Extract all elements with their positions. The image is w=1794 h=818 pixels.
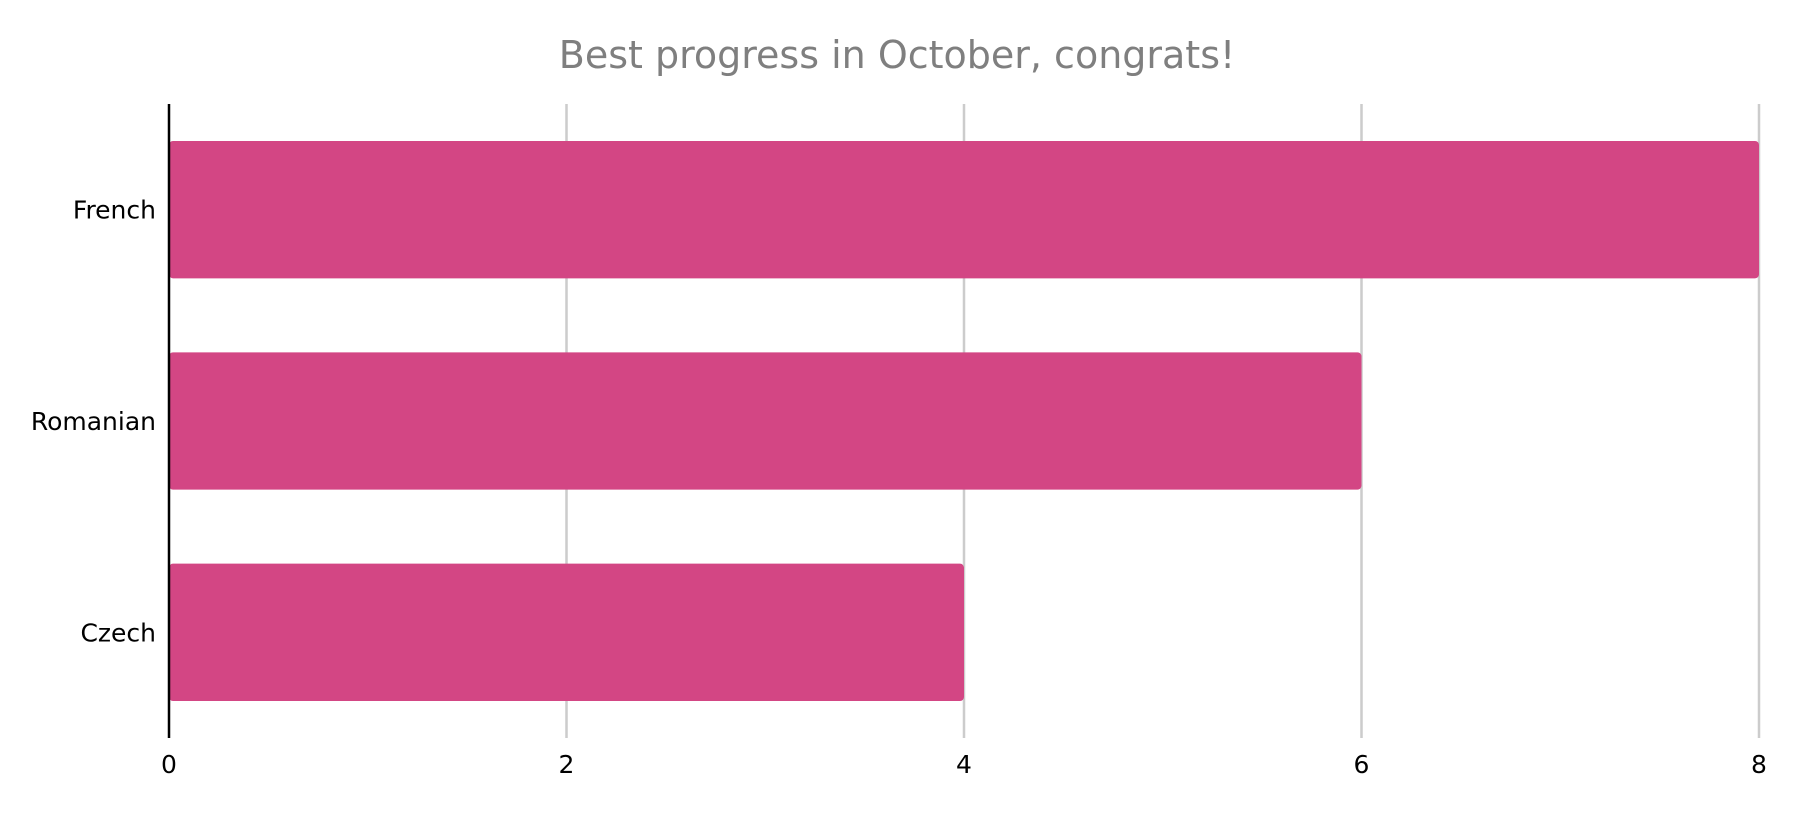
x-tick-label: 2 [559,750,575,779]
labels: French Romanian Czech 0 2 4 6 8 [31,196,1767,779]
x-tick-label: 8 [1751,750,1767,779]
bars [169,140,1759,702]
category-label: Romanian [31,407,156,436]
bar-romanian [169,352,1362,490]
x-tick-label: 4 [956,750,972,779]
x-tick-label: 0 [161,750,177,779]
bar-french [169,140,1759,279]
bar-czech [169,563,964,702]
category-label: Czech [80,618,156,647]
x-tick-label: 6 [1354,750,1370,779]
chart-title: Best progress in October, congrats! [559,33,1236,77]
category-label: French [73,196,156,225]
